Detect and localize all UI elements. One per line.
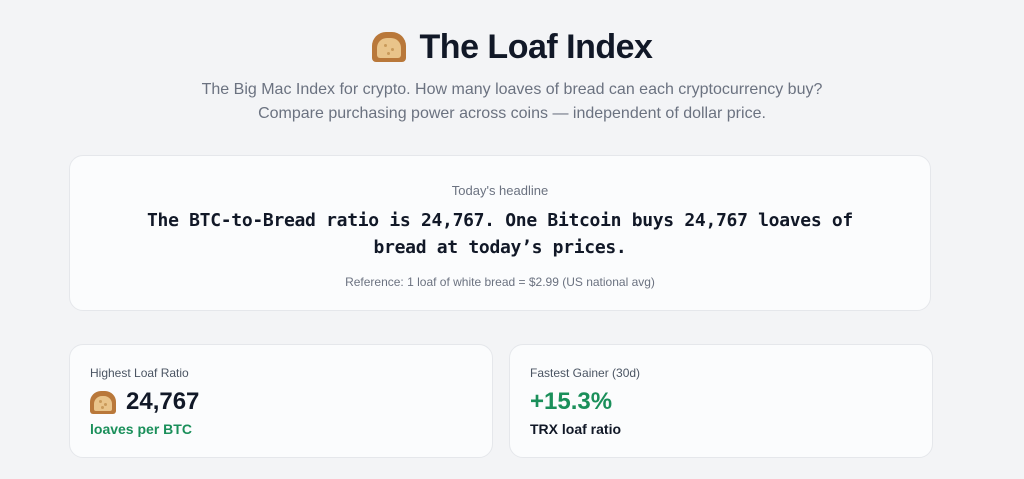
fastest-gainer-card: Fastest Gainer (30d) +15.3% TRX loaf rat… bbox=[509, 344, 933, 458]
bread-loaf-icon bbox=[90, 390, 116, 414]
stat-label: Highest Loaf Ratio bbox=[90, 366, 189, 380]
headline-card: Today's headline The BTC-to-Bread ratio … bbox=[69, 155, 931, 311]
stat-value-row: 24,767 bbox=[90, 387, 472, 417]
stat-label: Fastest Gainer (30d) bbox=[530, 366, 641, 380]
page-title: The Loaf Index bbox=[419, 27, 653, 66]
page-subtitle: The Big Mac Index for crypto. How many l… bbox=[0, 78, 1024, 126]
stat-subtitle: loaves per BTC bbox=[90, 421, 192, 437]
bread-loaf-icon bbox=[371, 32, 406, 62]
headline-text: The BTC-to-Bread ratio is 24,767. One Bi… bbox=[147, 210, 853, 258]
subtitle-line-2: Compare purchasing power across coins — … bbox=[258, 105, 766, 122]
stat-subtitle: TRX loaf ratio bbox=[530, 421, 622, 437]
stat-value: 24,767 bbox=[126, 388, 200, 415]
headline-label: Today's headline bbox=[451, 183, 549, 198]
page-header: The Loaf Index The Big Mac Index for cry… bbox=[0, 24, 1024, 126]
headline-reference: Reference: 1 loaf of white bread = $2.99… bbox=[345, 275, 655, 289]
stat-value: +15.3% bbox=[530, 388, 613, 415]
stat-value-row: +15.3% bbox=[530, 387, 912, 417]
title-row: The Loaf Index bbox=[0, 24, 1024, 70]
subtitle-line-1: The Big Mac Index for crypto. How many l… bbox=[201, 81, 823, 98]
highest-loaf-ratio-card: Highest Loaf Ratio 24,767 loaves per BTC bbox=[69, 344, 493, 458]
